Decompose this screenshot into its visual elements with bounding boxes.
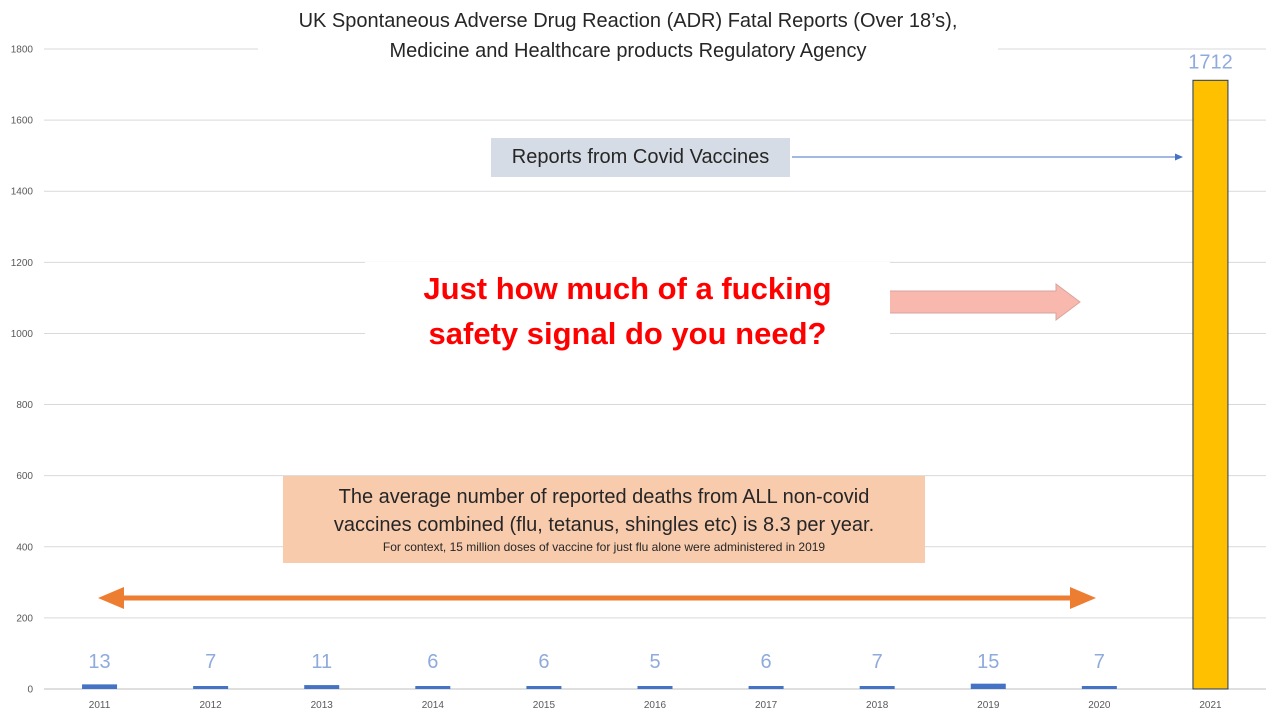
x-tick-label: 2012 xyxy=(200,700,223,711)
data-label: 6 xyxy=(761,651,772,673)
y-tick-label: 600 xyxy=(16,471,33,482)
data-label: 7 xyxy=(1094,651,1105,673)
bar-2020 xyxy=(1081,686,1117,689)
y-tick-label: 400 xyxy=(16,542,33,553)
y-tick-label: 200 xyxy=(16,613,33,624)
y-tick-label: 1400 xyxy=(11,187,34,198)
covid-callout-arrow xyxy=(792,153,1183,161)
bar-2011 xyxy=(82,684,118,689)
chart-subtitle: Medicine and Healthcare products Regulat… xyxy=(389,40,867,62)
y-tick-label: 1600 xyxy=(11,116,34,127)
data-label: 7 xyxy=(872,651,883,673)
y-tick-label: 800 xyxy=(16,400,33,411)
chart-title: UK Spontaneous Adverse Drug Reaction (AD… xyxy=(258,6,998,68)
data-label: 15 xyxy=(977,651,999,673)
x-tick-label: 2015 xyxy=(533,700,556,711)
chart-title-line1: UK Spontaneous Adverse Drug Reaction (AD… xyxy=(298,10,958,32)
x-tick-label: 2014 xyxy=(422,700,445,711)
headline-line2: safety signal do you need? xyxy=(428,316,827,351)
bar-2019 xyxy=(970,683,1006,689)
x-tick-label: 2019 xyxy=(977,700,1000,711)
y-tick-label: 1000 xyxy=(11,329,34,340)
x-tick-label: 2021 xyxy=(1199,700,1222,711)
average-deaths-annotation: The average number of reported deaths fr… xyxy=(283,476,925,563)
x-tick-label: 2020 xyxy=(1088,700,1111,711)
x-tick-label: 2018 xyxy=(866,700,889,711)
bar-2015 xyxy=(526,686,562,689)
y-tick-label: 1800 xyxy=(11,45,34,56)
bar-2012 xyxy=(193,686,229,689)
data-label: 6 xyxy=(427,651,438,673)
x-tick-label: 2013 xyxy=(311,700,334,711)
data-label: 5 xyxy=(649,651,660,673)
y-tick-label: 0 xyxy=(27,685,33,696)
headline-arrow xyxy=(885,283,1081,321)
bar-2014 xyxy=(415,686,451,689)
data-label: 6 xyxy=(538,651,549,673)
bar-2016 xyxy=(637,686,673,689)
headline-line1: Just how much of a fucking xyxy=(423,271,832,306)
data-label: 11 xyxy=(311,651,332,673)
x-tick-label: 2016 xyxy=(644,700,667,711)
y-tick-label: 1200 xyxy=(11,258,34,269)
bar-2021 xyxy=(1192,79,1229,690)
data-labels: 13 7 11 6 6 5 6 7 15 7 1712 xyxy=(88,51,1232,673)
x-tick-label: 2011 xyxy=(89,700,111,711)
context-note: For context, 15 million doses of vaccine… xyxy=(382,540,826,554)
data-label: 1712 xyxy=(1188,51,1233,73)
data-label: 13 xyxy=(88,651,110,673)
covid-vaccines-callout: Reports from Covid Vaccines xyxy=(491,138,790,177)
data-label: 7 xyxy=(205,651,216,673)
bars xyxy=(82,79,1229,690)
bar-2013 xyxy=(304,685,340,689)
average-line2: vaccines combined (flu, tetanus, shingle… xyxy=(333,514,875,536)
headline-annotation: Just how much of a fucking safety signal… xyxy=(365,262,890,362)
span-double-arrow xyxy=(98,587,1096,609)
x-axis-ticks: 2011 2012 2013 2014 2015 2016 2017 2018 2019 2020… xyxy=(89,700,1222,711)
x-tick-label: 2017 xyxy=(755,700,778,711)
average-line1: The average number of reported deaths fr… xyxy=(338,486,870,508)
bar-2017 xyxy=(748,686,784,689)
y-axis-ticks: 0 200 400 600 800 1000 1200 1400 1600 1800 xyxy=(11,45,34,696)
bar-2018 xyxy=(859,686,895,689)
